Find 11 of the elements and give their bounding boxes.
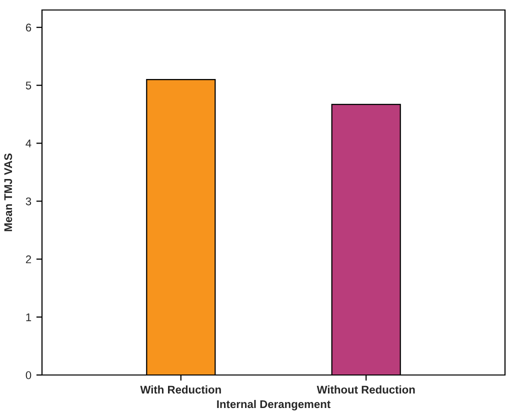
y-axis-title: Mean TMJ VAS (4, 154, 12, 232)
y-tick-label: 3 (26, 197, 32, 206)
x-axis-title: Internal Derangement (217, 400, 330, 410)
y-tick-label: 4 (26, 140, 32, 148)
x-tick-label: Without Reduction (316, 385, 415, 394)
y-tick-label: 5 (26, 82, 32, 90)
y-tick-label: 2 (26, 255, 32, 264)
x-tick-label: With Reduction (140, 385, 221, 394)
y-tick-label: 6 (26, 24, 32, 32)
y-tick-label: 0 (26, 371, 32, 380)
y-tick-label: 1 (26, 313, 32, 322)
